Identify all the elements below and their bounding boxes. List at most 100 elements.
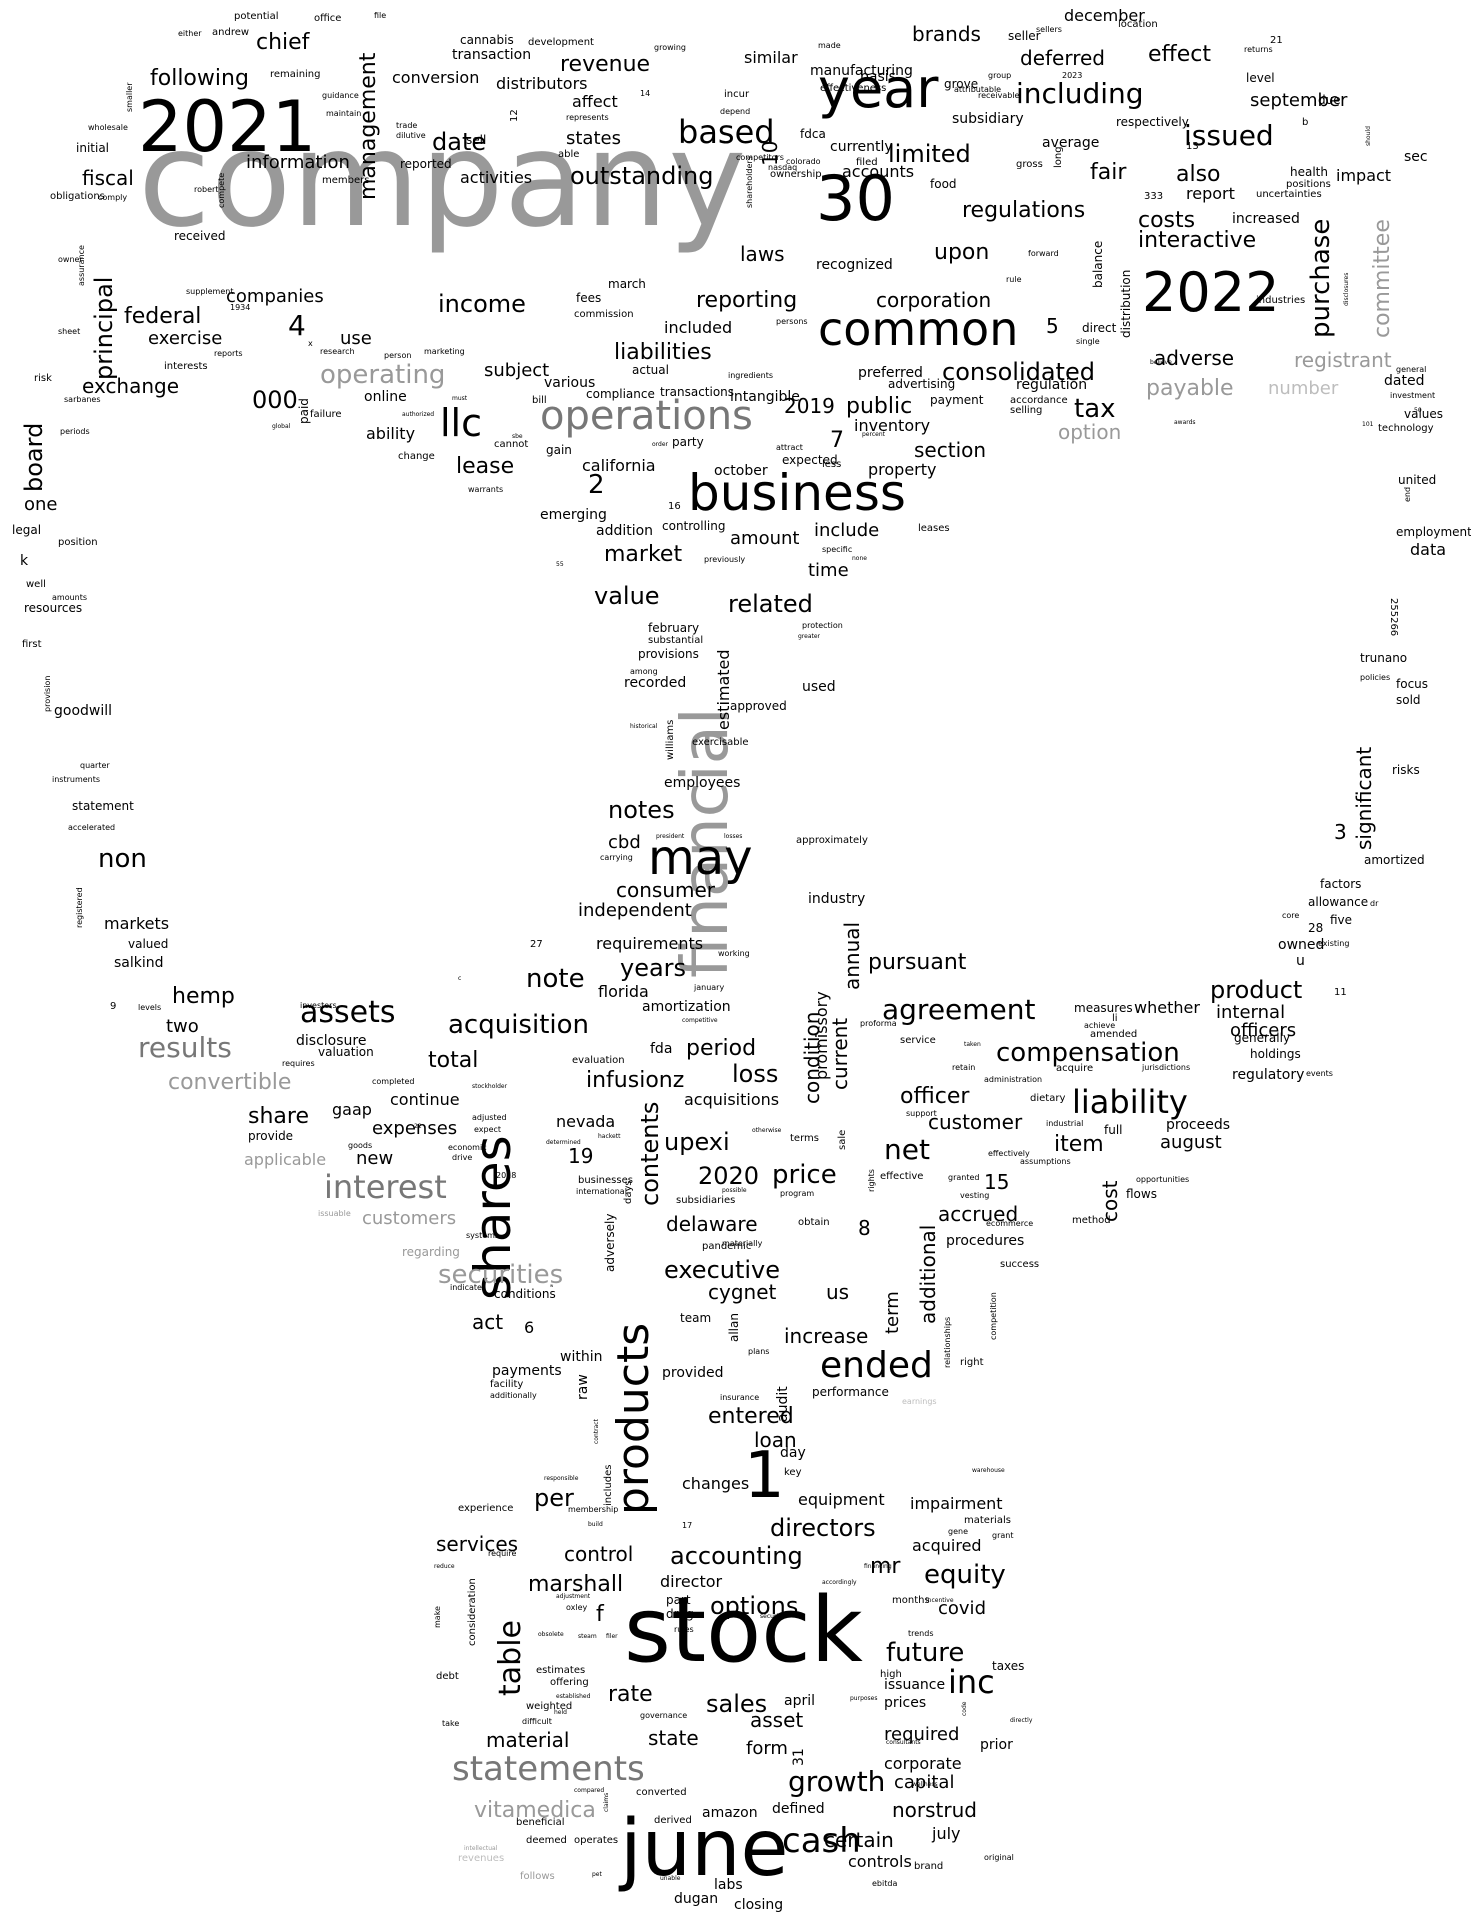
cloud-word: converted xyxy=(636,1787,687,1798)
cloud-word: historical xyxy=(630,723,658,730)
cloud-word: gross xyxy=(1016,159,1043,170)
cloud-word: recorded xyxy=(624,675,687,691)
cloud-word: provided xyxy=(662,1365,724,1381)
cloud-word: asset xyxy=(750,1708,804,1732)
cloud-word: holdings xyxy=(1250,1047,1301,1061)
cloud-word: 16 xyxy=(668,501,681,512)
cloud-word: pandemic xyxy=(702,1241,752,1252)
cloud-word: claims xyxy=(603,1792,610,1812)
cloud-word: promissory xyxy=(812,991,831,1080)
cloud-word: regarding xyxy=(402,1245,460,1259)
cloud-word: regulatory xyxy=(1232,1067,1305,1083)
cloud-word: compared xyxy=(574,1787,605,1794)
cloud-word: among xyxy=(630,667,658,676)
cloud-word: defined xyxy=(772,1801,825,1817)
cloud-word: require xyxy=(488,1549,517,1558)
cloud-word: held xyxy=(554,1709,567,1716)
cloud-word: well xyxy=(26,579,46,590)
cloud-word: labs xyxy=(714,1877,743,1893)
cloud-word: losses xyxy=(724,833,743,840)
cloud-word: method xyxy=(1072,1215,1111,1226)
cloud-word: 14 xyxy=(640,89,651,98)
cloud-word: capital xyxy=(894,1772,955,1793)
cloud-word: drive xyxy=(452,1153,473,1162)
cloud-word: adverse xyxy=(1154,346,1235,370)
cloud-word: made xyxy=(818,41,841,50)
cloud-word: similar xyxy=(744,48,798,67)
cloud-word: ended xyxy=(820,1345,933,1386)
cloud-word: weighted xyxy=(526,1701,573,1712)
cloud-word: equity xyxy=(924,1560,1006,1590)
cloud-word: 17 xyxy=(682,1521,693,1530)
cloud-word: 21 xyxy=(1270,35,1283,46)
cloud-word: end xyxy=(1403,486,1412,502)
cloud-word: entered xyxy=(708,1404,794,1429)
cloud-word: 7 xyxy=(830,428,844,453)
cloud-word: audit xyxy=(775,1386,791,1422)
cloud-word: two xyxy=(166,1016,199,1037)
cloud-word: bill xyxy=(532,395,547,406)
cloud-word: positions xyxy=(1286,179,1331,190)
cloud-word: membership xyxy=(568,1505,619,1514)
cloud-word: fair xyxy=(1090,160,1127,185)
cloud-word: 9 xyxy=(110,1001,117,1012)
cloud-word: non xyxy=(98,844,147,874)
cloud-word: amortization xyxy=(642,999,731,1015)
cloud-word: share xyxy=(248,1104,309,1129)
cloud-word: significant xyxy=(1352,746,1376,850)
cloud-word: goodwill xyxy=(54,703,113,719)
cloud-word: members xyxy=(322,175,370,186)
cloud-word: beneficial xyxy=(516,1817,565,1828)
cloud-word: respectively xyxy=(1116,115,1189,129)
cloud-word: andrew xyxy=(212,27,250,38)
cloud-word: exchange xyxy=(82,374,180,398)
cloud-word: control xyxy=(564,1542,634,1566)
cloud-word: group xyxy=(988,71,1012,80)
cloud-word: increased xyxy=(1232,211,1300,227)
cloud-word: property xyxy=(868,460,937,479)
cloud-word: plans xyxy=(748,1347,770,1356)
cloud-word: directly xyxy=(1010,1717,1033,1724)
cloud-word: assets xyxy=(300,995,396,1030)
cloud-word: cygnet xyxy=(708,1280,777,1304)
cloud-word: 2019 xyxy=(784,394,835,418)
cloud-word: costs xyxy=(1138,208,1196,233)
cloud-word: 2023 xyxy=(1062,71,1083,80)
cloud-word: preferred xyxy=(858,365,923,381)
cloud-word: robert xyxy=(194,185,219,194)
cloud-word: changes xyxy=(682,1474,750,1493)
cloud-word: agreement xyxy=(882,993,1036,1026)
cloud-word: competitive xyxy=(682,1017,718,1024)
cloud-word: affect xyxy=(572,92,618,111)
cloud-word: food xyxy=(930,177,957,191)
cloud-word: markets xyxy=(104,914,170,933)
cloud-word: june xyxy=(620,1804,789,1894)
cloud-word: total xyxy=(428,1048,479,1073)
cloud-word: distributors xyxy=(496,74,588,93)
cloud-word: valued xyxy=(128,937,169,951)
cloud-word: days xyxy=(623,1180,634,1204)
cloud-word: li xyxy=(1112,1013,1118,1024)
cloud-word: obtain xyxy=(798,1217,830,1228)
cloud-word: 12 xyxy=(509,109,520,122)
cloud-word: technology xyxy=(1378,423,1434,434)
cloud-word: debt xyxy=(436,1671,459,1682)
cloud-word: subsidiary xyxy=(952,111,1024,127)
cloud-word: section xyxy=(914,438,987,462)
cloud-word: evaluation xyxy=(572,1055,625,1066)
cloud-word: compliance xyxy=(586,387,655,401)
cloud-word: either xyxy=(178,29,202,38)
cloud-word: administration xyxy=(984,1075,1043,1084)
cloud-word: carrying xyxy=(600,853,633,862)
cloud-word: accordance xyxy=(1010,395,1068,406)
cloud-word: date xyxy=(432,128,487,156)
cloud-word: valuation xyxy=(318,1045,374,1059)
cloud-word: year xyxy=(818,57,939,120)
cloud-word: terms xyxy=(790,1133,819,1144)
cloud-word: brand xyxy=(914,1861,944,1872)
cloud-word: allowance xyxy=(1308,895,1369,909)
cloud-word: gaap xyxy=(332,1100,372,1119)
cloud-word: offering xyxy=(550,1677,589,1688)
cloud-word: steam xyxy=(578,1633,597,1640)
cloud-word: sheet xyxy=(58,327,81,336)
